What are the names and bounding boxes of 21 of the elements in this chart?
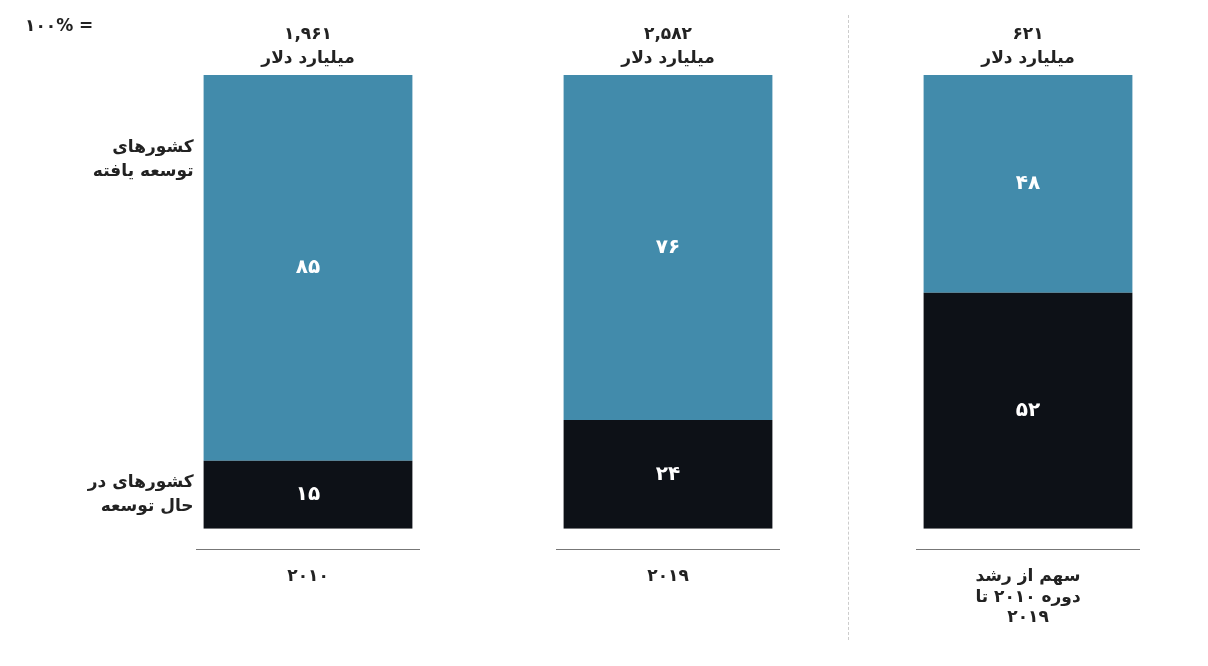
x-tick-label: سهم از رشد دوره ۲۰۱۰ تا ۲۰۱۹ (975, 565, 1081, 627)
bar (203, 460, 413, 529)
data-label: ۲۴ (655, 460, 681, 485)
data-label: ۱۵ (295, 480, 321, 505)
bar (923, 75, 1133, 293)
data-label: ۵۲ (1015, 397, 1041, 422)
bar (563, 75, 773, 420)
bar (203, 75, 413, 461)
x-tick-label: ۲۰۱۹ (647, 565, 690, 586)
data-label: ۷۶ (655, 233, 681, 258)
annotation: ۶۲۱ میلیارد دلار (980, 22, 1075, 67)
series-label: کشورهای در حال توسعه (86, 471, 194, 517)
bar (563, 419, 773, 529)
series-label: کشورهای توسعه یافته (92, 136, 194, 182)
bar (923, 292, 1133, 529)
annotation: ۲,۵۸۲ میلیارد دلار (620, 22, 715, 67)
data-label: ۸۵ (295, 254, 321, 279)
data-label: ۴۸ (1015, 170, 1041, 195)
text: ۱۰۰% = (25, 14, 94, 35)
annotation: ۱,۹۶۱ میلیارد دلار (260, 22, 355, 67)
x-tick-label: ۲۰۱۰ (287, 565, 329, 586)
